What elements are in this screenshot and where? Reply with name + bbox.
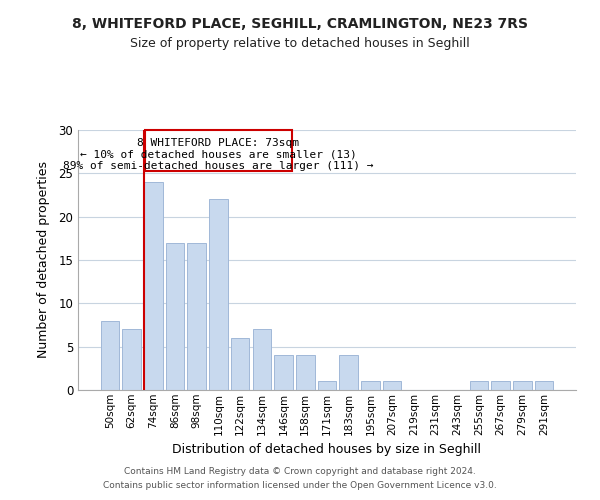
Bar <box>166 242 184 390</box>
Bar <box>122 330 141 390</box>
Y-axis label: Number of detached properties: Number of detached properties <box>37 162 50 358</box>
Bar <box>361 382 380 390</box>
Text: ← 10% of detached houses are smaller (13): ← 10% of detached houses are smaller (13… <box>80 150 357 160</box>
Bar <box>340 356 358 390</box>
Bar <box>144 182 163 390</box>
Bar <box>101 320 119 390</box>
Bar <box>491 382 510 390</box>
Bar <box>187 242 206 390</box>
Text: 8, WHITEFORD PLACE, SEGHILL, CRAMLINGTON, NE23 7RS: 8, WHITEFORD PLACE, SEGHILL, CRAMLINGTON… <box>72 18 528 32</box>
Bar <box>318 382 336 390</box>
Text: Size of property relative to detached houses in Seghill: Size of property relative to detached ho… <box>130 38 470 51</box>
Bar <box>470 382 488 390</box>
Bar <box>383 382 401 390</box>
Text: 89% of semi-detached houses are larger (111) →: 89% of semi-detached houses are larger (… <box>63 161 374 171</box>
Bar <box>253 330 271 390</box>
Bar <box>209 200 227 390</box>
Bar <box>513 382 532 390</box>
Text: Contains public sector information licensed under the Open Government Licence v3: Contains public sector information licen… <box>103 481 497 490</box>
Bar <box>231 338 250 390</box>
Text: 8 WHITEFORD PLACE: 73sqm: 8 WHITEFORD PLACE: 73sqm <box>137 138 299 148</box>
Bar <box>296 356 314 390</box>
Bar <box>274 356 293 390</box>
X-axis label: Distribution of detached houses by size in Seghill: Distribution of detached houses by size … <box>173 443 482 456</box>
Bar <box>535 382 553 390</box>
Text: Contains HM Land Registry data © Crown copyright and database right 2024.: Contains HM Land Registry data © Crown c… <box>124 467 476 476</box>
FancyBboxPatch shape <box>145 130 292 170</box>
